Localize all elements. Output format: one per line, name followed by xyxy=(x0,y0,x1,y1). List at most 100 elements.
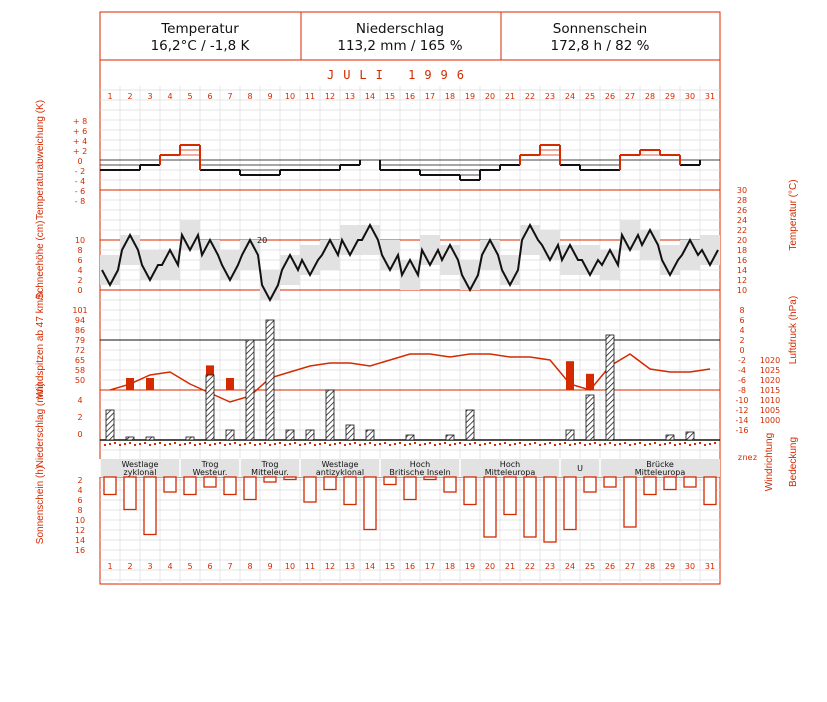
day-label-top: 31 xyxy=(705,92,715,101)
direction-label: z xyxy=(753,453,757,462)
direction-dot xyxy=(504,442,506,444)
temperature-tick: 20 xyxy=(737,236,747,245)
direction-dot xyxy=(539,444,541,446)
direction-dot xyxy=(459,442,461,444)
temp-anomaly-tick: + 2 xyxy=(73,147,87,156)
precip-axis-title: Niederschlag (mm) xyxy=(35,383,46,467)
direction-dot xyxy=(204,442,206,444)
precip-bar xyxy=(585,394,595,441)
direction-dot xyxy=(174,442,176,444)
direction-dot xyxy=(439,443,441,445)
direction-dot xyxy=(109,443,111,445)
direction-dot xyxy=(479,444,481,446)
direction-dot xyxy=(114,442,116,444)
precip-tick: 4 xyxy=(77,396,82,405)
direction-dot xyxy=(264,442,266,444)
day-label-top: 14 xyxy=(365,92,375,101)
direction-dot xyxy=(214,443,216,445)
direction-dot xyxy=(454,443,456,445)
temperature-tick: 10 xyxy=(737,286,747,295)
sun-header-label: Sonnenschein xyxy=(553,21,647,37)
temp-anomaly-tick: + 8 xyxy=(73,117,87,126)
direction-dot xyxy=(659,444,661,446)
day-label-top: 7 xyxy=(227,92,232,101)
direction-dot xyxy=(609,442,611,444)
precip-bar xyxy=(245,339,255,441)
sunshine-bar xyxy=(223,476,237,496)
day-label-bottom: 22 xyxy=(525,562,535,571)
day-labels-top: 1 2 3 4 5 6 7 8 9 10 11 12 13 14 15 16 17 18 19 20 21 22 23 24 2… xyxy=(107,92,715,101)
weather-type-label: Britische Inseln xyxy=(389,468,450,477)
direction-dot xyxy=(599,444,601,446)
day-label-top: 13 xyxy=(345,92,355,101)
day-label-top: 9 xyxy=(267,92,272,101)
direction-dot xyxy=(129,442,131,444)
direction-dot xyxy=(319,443,321,445)
direction-dot xyxy=(464,444,466,446)
direction-dot xyxy=(194,444,196,446)
day-label-bottom: 10 xyxy=(285,562,295,571)
precip-bar xyxy=(445,434,455,441)
direction-label: e xyxy=(748,453,753,462)
pressure-left-tick: -4 xyxy=(738,366,746,375)
direction-dot xyxy=(414,442,416,444)
direction-dot xyxy=(249,442,251,444)
direction-dot xyxy=(519,442,521,444)
temperature-tick: 22 xyxy=(737,226,747,235)
direction-dot xyxy=(269,444,271,446)
sun-tick: 10 xyxy=(75,516,85,525)
sunshine-bar xyxy=(203,476,217,488)
weather-type-label: Westlage xyxy=(322,460,359,469)
precip-bar xyxy=(405,434,415,441)
direction-dot xyxy=(199,443,201,445)
temperature-tick: 16 xyxy=(737,256,747,265)
direction-dot xyxy=(564,442,566,444)
wind-direction-row xyxy=(104,442,716,446)
wind-tick: 58 xyxy=(75,366,85,375)
pressure-left-tick: 0 xyxy=(739,346,744,355)
precip-bar xyxy=(105,409,115,441)
direction-dot xyxy=(179,444,181,446)
pressure-right-tick: 1005 xyxy=(760,406,780,415)
day-label-bottom: 17 xyxy=(425,562,435,571)
direction-dot xyxy=(664,443,666,445)
direction-dot xyxy=(189,442,191,444)
direction-dot xyxy=(284,444,286,446)
day-label-bottom: 11 xyxy=(305,562,315,571)
direction-dot xyxy=(644,444,646,446)
precip-tick: 2 xyxy=(77,413,82,422)
weather-type-label: Mitteleur. xyxy=(251,468,289,477)
direction-dot xyxy=(529,443,531,445)
sunshine-bar xyxy=(503,476,517,516)
weather-type-label: U xyxy=(577,464,583,473)
direction-dot xyxy=(314,444,316,446)
day-label-top: 22 xyxy=(525,92,535,101)
pressure-left-tick: 8 xyxy=(739,306,744,315)
temperature-tick: 18 xyxy=(737,246,747,255)
direction-dot xyxy=(119,444,121,446)
day-label-bottom: 30 xyxy=(685,562,695,571)
direction-dot xyxy=(229,443,231,445)
direction-dot xyxy=(154,443,156,445)
day-label-top: 29 xyxy=(665,92,675,101)
pressure-right-tick: 1025 xyxy=(760,366,780,375)
day-label-bottom: 6 xyxy=(207,562,212,571)
day-label-top: 12 xyxy=(325,92,335,101)
pressure-left-tick: -6 xyxy=(738,376,746,385)
sunshine-series xyxy=(103,476,717,543)
direction-dot xyxy=(364,443,366,445)
weather-type-label: Westlage xyxy=(122,460,159,469)
direction-dot xyxy=(554,444,556,446)
weather-type-label: Mitteleuropa xyxy=(485,468,536,477)
direction-dot xyxy=(139,443,141,445)
pressure-left-tick: 6 xyxy=(739,316,744,325)
day-label-top: 20 xyxy=(485,92,495,101)
precip-header-value: 113,2 mm / 165 % xyxy=(337,38,462,54)
sunshine-bar xyxy=(123,476,137,511)
direction-dot xyxy=(384,442,386,444)
direction-dot xyxy=(369,442,371,444)
pressure-left-tick: -8 xyxy=(738,386,746,395)
sunshine-bar xyxy=(303,476,317,503)
precip-bar xyxy=(325,389,335,441)
day-label-bottom: 14 xyxy=(365,562,375,571)
